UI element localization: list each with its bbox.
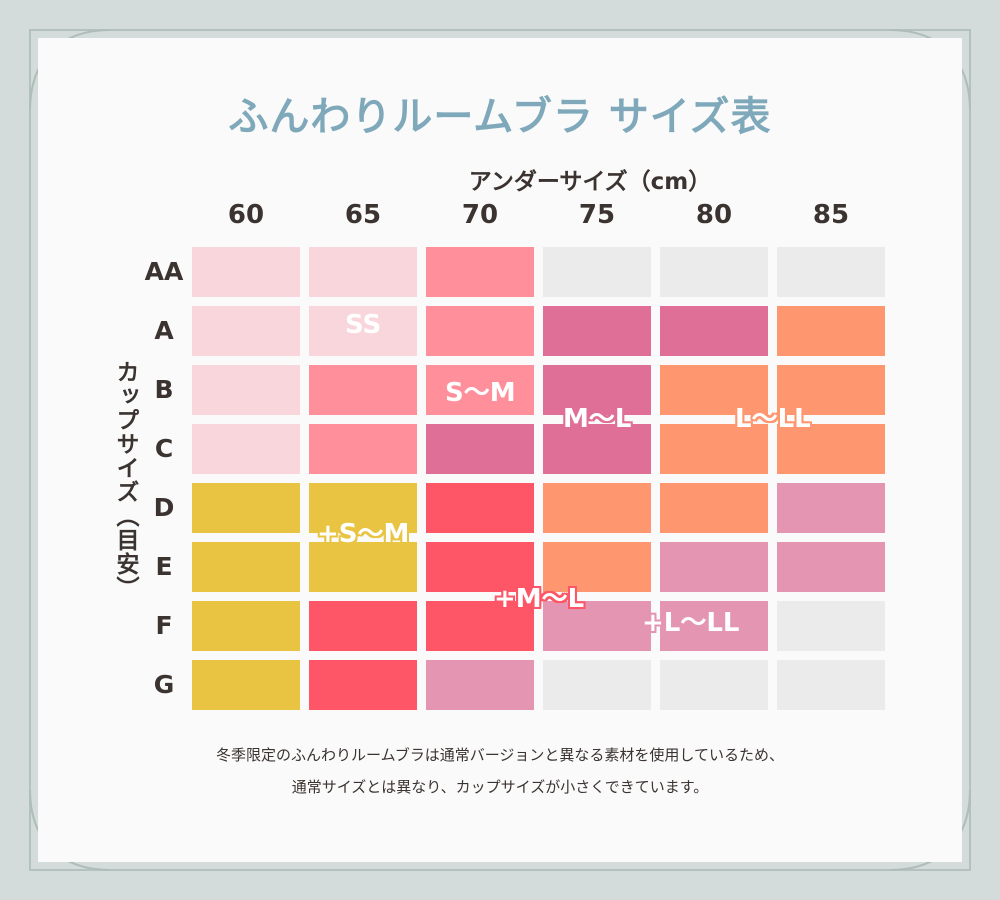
y-tick-AA: AA (144, 257, 184, 286)
y-tick-C: C (154, 434, 174, 463)
cell-F-65 (309, 601, 417, 651)
cell-E-85 (777, 542, 885, 592)
cell-A-70 (426, 306, 534, 356)
y-tick-G: G (153, 670, 175, 699)
zone-label-6: +L～LL (642, 608, 740, 638)
x-tick-75: 75 (578, 200, 616, 230)
note-line-2: 通常サイズとは異なり、カップサイズが小さくできています。 (291, 778, 709, 796)
y-axis-title: カップサイズ（目安） (112, 360, 138, 600)
cell-F-85 (777, 601, 885, 651)
cell-G-80 (660, 660, 768, 710)
x-tick-85: 85 (812, 200, 850, 230)
cell-A-85 (777, 306, 885, 356)
x-tick-70: 70 (461, 200, 499, 230)
zone-label-5: +M～L (494, 584, 585, 614)
cell-A-75 (543, 306, 651, 356)
y-tick-B: B (154, 375, 174, 404)
x-tick-80: 80 (695, 200, 733, 230)
cell-B-85 (777, 365, 885, 415)
y-tick-D: D (153, 493, 175, 522)
x-axis-title: アンダーサイズ（cm） (468, 169, 712, 195)
cell-C-65 (309, 424, 417, 474)
cell-E-75 (543, 542, 651, 592)
cell-C-85 (777, 424, 885, 474)
cell-AA-85 (777, 247, 885, 297)
cell-D-60 (192, 483, 300, 533)
cell-D-65 (309, 483, 417, 533)
cell-C-70 (426, 424, 534, 474)
cell-A-65 (309, 306, 417, 356)
cell-AA-60 (192, 247, 300, 297)
cell-A-60 (192, 306, 300, 356)
y-tick-F: F (155, 611, 173, 640)
zone-label-1: S～M (445, 378, 516, 408)
cell-E-80 (660, 542, 768, 592)
x-tick-60: 60 (227, 200, 265, 230)
cell-F-60 (192, 601, 300, 651)
cell-AA-70 (426, 247, 534, 297)
y-tick-E: E (155, 552, 173, 581)
cell-E-60 (192, 542, 300, 592)
cell-D-75 (543, 483, 651, 533)
cell-G-85 (777, 660, 885, 710)
cell-B-80 (660, 365, 768, 415)
cell-F-80 (660, 601, 768, 651)
cell-C-75 (543, 424, 651, 474)
cell-D-70 (426, 483, 534, 533)
cell-D-80 (660, 483, 768, 533)
note-line-1: 冬季限定のふんわりルームブラは通常バージョンと異なる素材を使用しているため、 (216, 746, 784, 764)
cell-E-65 (309, 542, 417, 592)
zone-label-3: L～LL (735, 404, 811, 434)
cell-G-75 (543, 660, 651, 710)
cell-D-85 (777, 483, 885, 533)
zone-label-0: SS (345, 310, 382, 340)
cell-G-70 (426, 660, 534, 710)
zone-label-4: +S～M (317, 519, 410, 549)
cell-B-70 (426, 365, 534, 415)
x-tick-65: 65 (344, 200, 382, 230)
cell-AA-75 (543, 247, 651, 297)
cell-AA-65 (309, 247, 417, 297)
cell-F-70 (426, 601, 534, 651)
cell-B-60 (192, 365, 300, 415)
y-tick-A: A (154, 316, 174, 345)
cell-B-65 (309, 365, 417, 415)
cell-B-75 (543, 365, 651, 415)
cell-AA-80 (660, 247, 768, 297)
cell-G-65 (309, 660, 417, 710)
cell-A-80 (660, 306, 768, 356)
page-title: ふんわりルームブラ サイズ表 (228, 93, 772, 140)
cell-G-60 (192, 660, 300, 710)
cell-E-70 (426, 542, 534, 592)
cell-C-80 (660, 424, 768, 474)
cell-F-75 (543, 601, 651, 651)
zone-label-2: M～L (563, 404, 632, 434)
cell-C-60 (192, 424, 300, 474)
